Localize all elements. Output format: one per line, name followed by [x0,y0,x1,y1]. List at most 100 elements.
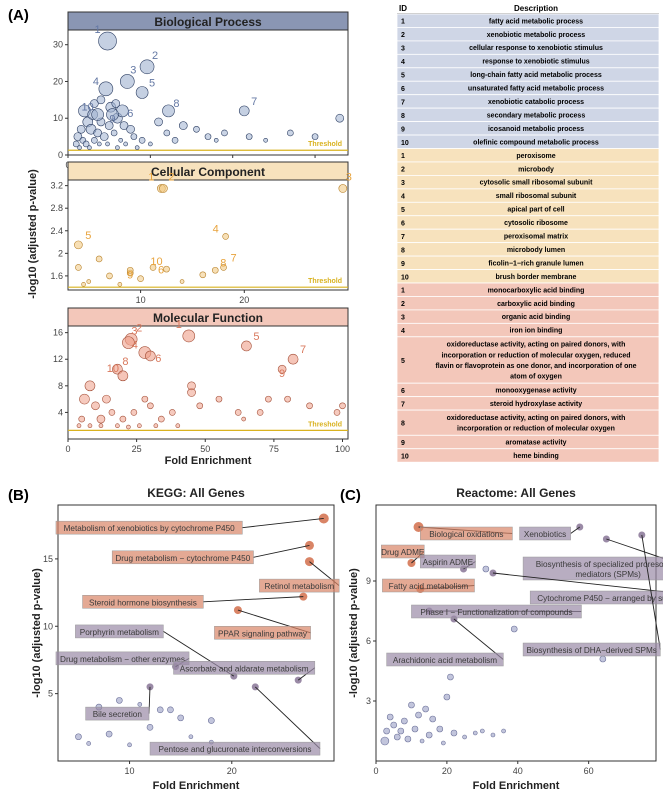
y-tick-label: 4 [58,407,63,417]
chart-B: KEGG: All Genes 10 20 5 10 15 Metabolism of xe… [43,486,340,776]
point-label: 5 [149,78,155,90]
table-cell-id: 2 [401,301,405,308]
data-point [263,137,268,143]
data-point [96,414,106,424]
leader-line [203,596,304,603]
label-text: Steroid hormone biosynthesis [89,598,197,607]
table-cell-description: heme binding [513,453,559,460]
data-point [163,129,171,137]
y-tick-label: 3 [366,696,371,706]
data-point [137,423,142,429]
data-point [193,125,200,133]
data-point [287,129,294,137]
data-point [177,714,184,722]
label-box [386,652,504,667]
label-box [214,626,311,640]
data-point [380,736,390,746]
y-tick-label: 1.6 [50,271,63,281]
table-cell-id: 10 [401,274,409,281]
label-box [82,595,204,609]
table-cell-description: aromatase activity [505,440,566,447]
data-point [397,727,405,735]
label-box [259,578,340,593]
label-text: Biological oxidations [429,530,503,539]
table-cell-id: 1 [401,19,405,26]
labeled-point [222,233,229,240]
label-text: Biosynthesis of DHA−derived SPMs [527,646,657,655]
data-point [79,393,90,405]
label-box [149,741,321,756]
data-point [490,732,496,738]
data-point [179,279,185,284]
data-point [116,697,123,704]
y-tick-label: 16 [53,328,63,338]
table-cell-description: microbody [518,166,554,173]
y-tick-label: 2.8 [50,203,63,213]
x-tick-label: 20 [442,766,452,776]
x-tick-label: 10 [125,766,135,776]
data-point [265,395,272,403]
data-point [117,282,123,287]
table-cell-id: 5 [401,207,405,214]
leader-line [253,544,310,558]
data-point [75,264,82,271]
data-point [383,727,390,735]
table-cell-id: 4 [401,59,405,66]
data-point [123,141,128,147]
x-tick-label: 10 [136,295,146,305]
point-label: 9 [279,368,285,380]
data-point [91,401,100,411]
data-point [482,565,490,573]
table-cell-id: 4 [401,194,405,201]
labeled-point [122,336,135,349]
plot-area [375,504,657,762]
label-box [522,556,663,581]
label-box [85,706,150,721]
data-point [401,717,408,725]
strip [67,161,349,181]
chart-title: KEGG: All Genes [147,486,245,500]
table-cell-description: icosanoid metabolic process [488,126,584,133]
data-point [441,740,446,746]
label-box [519,526,571,541]
data-point [447,673,454,681]
chart-A-bp: Biological Process0501001500102030Thresh… [53,11,349,170]
data-point [137,275,144,283]
data-point [256,409,264,416]
data-point [130,409,138,416]
y-tick-label: 6 [366,636,371,646]
data-point [111,99,121,108]
data-point [98,423,104,429]
table-cell-id: 3 [401,46,405,53]
data-point [77,145,82,150]
x-tick-label: 20 [227,766,237,776]
data-point [96,141,102,147]
panel-label-a: (A) [8,7,29,24]
data-point [91,136,98,144]
labeled-point [277,364,287,374]
x-tick-label: 25 [132,444,142,454]
x-tick-label: 100 [335,444,350,454]
table-cell-description: flavin or flavoprotein as one donor, and… [435,363,636,370]
data-point [167,706,174,714]
y-tick-label: 10 [53,113,63,123]
data-point [99,132,109,141]
data-point [84,380,96,392]
data-point [86,279,92,284]
table-cell-description: iron ion binding [510,328,563,335]
data-point [119,415,127,423]
data-point [146,724,154,731]
labeled-point [106,108,119,121]
data-point [102,394,111,404]
labeled-point [119,74,135,89]
plot-area [67,179,349,291]
data-point [110,129,118,137]
x-tick-label: 0 [373,766,378,776]
table-cell-description: cytosolic ribosome [504,220,568,227]
label-text: Fatty acid metabolism [389,582,469,591]
table-cell-id: 2 [401,167,405,174]
label-text: Arachidonic acid metabolism [393,656,497,665]
data-point [215,395,223,403]
table-cell-id: 7 [401,99,405,106]
data-point [196,402,204,410]
